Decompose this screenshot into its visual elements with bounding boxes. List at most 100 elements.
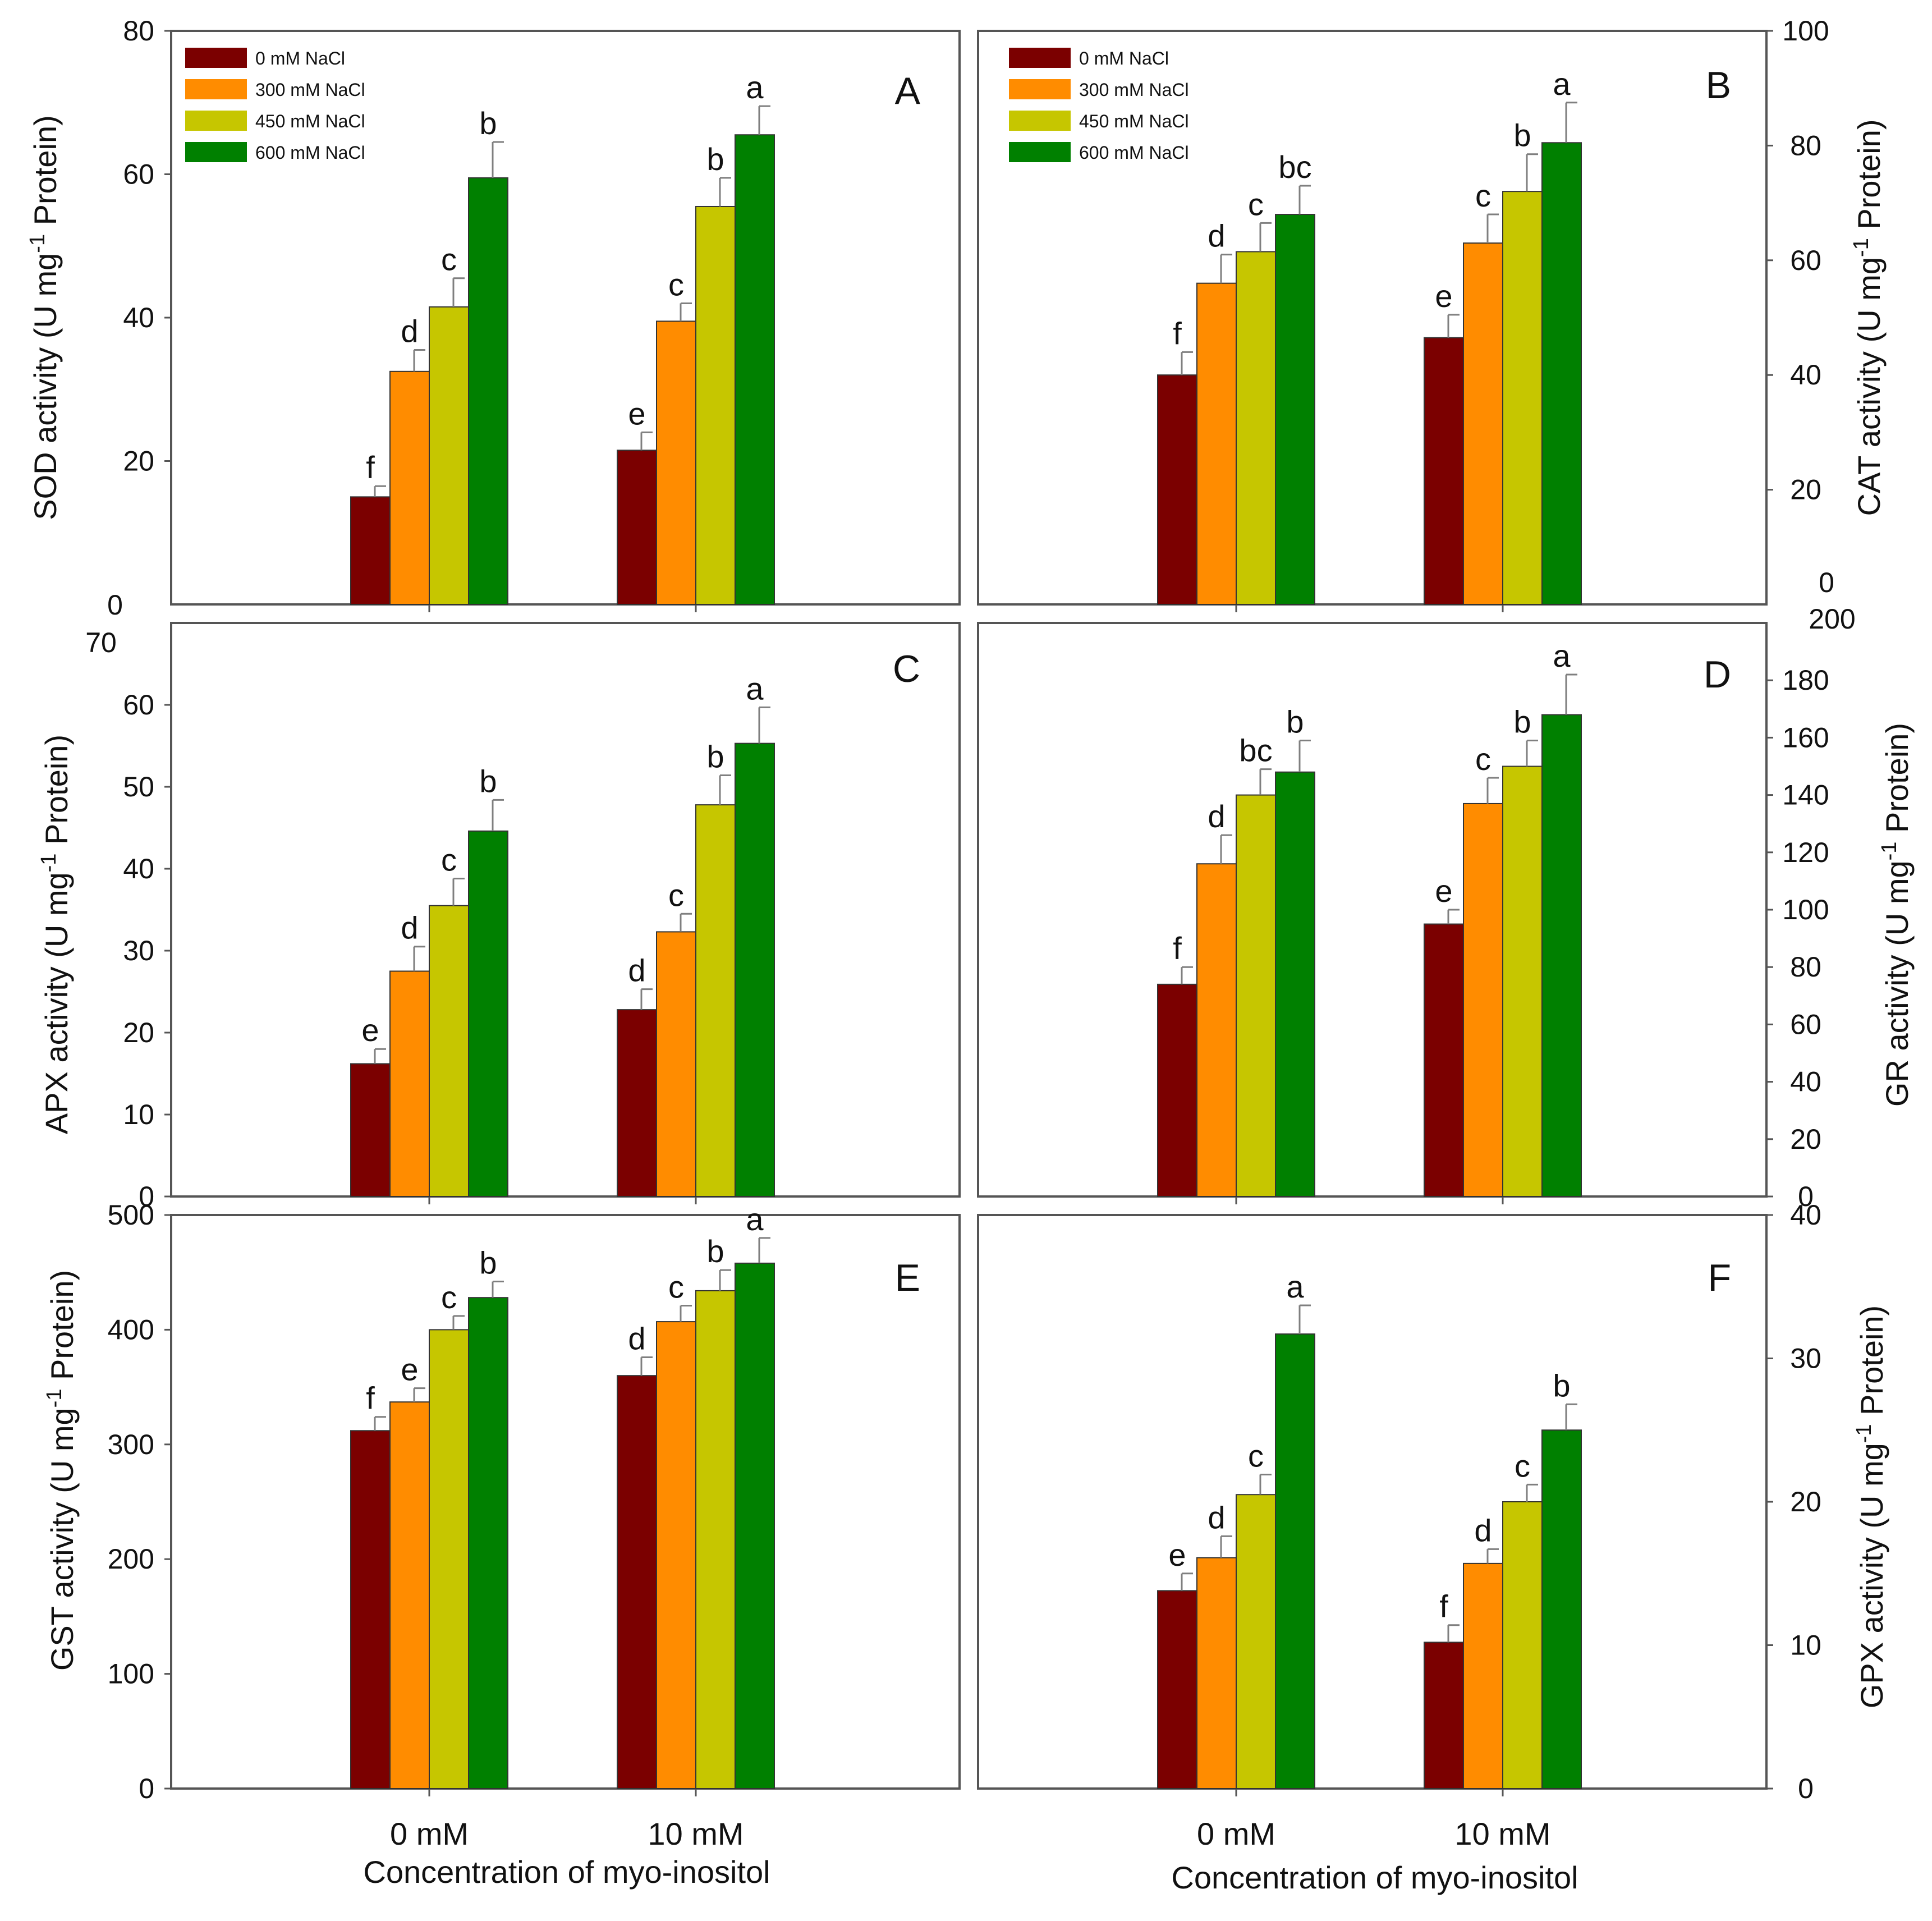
panel-a-ytick-label: 20: [123, 446, 154, 477]
panel-e-ytick-label: 100: [108, 1658, 154, 1690]
panel-a-bar: [617, 450, 657, 606]
panel-f-ytick-label: 30: [1790, 1343, 1821, 1374]
panel-a: A SOD activity (U mg-1 Protein) 0 mM NaC…: [26, 30, 961, 606]
panel-c-significance-letter: a: [746, 671, 764, 706]
panel-c: C APX activity (U mg-1 Protein): [37, 622, 961, 1198]
panel-a-significance-letter: b: [479, 106, 497, 141]
panel-d-ytick-label: 120: [1782, 837, 1829, 868]
panel-a-bar: [389, 370, 430, 605]
panel-d-ytick-label: 40: [1790, 1066, 1821, 1098]
panel-f-significance-letter: b: [1553, 1368, 1570, 1403]
panel-d-bar: [1157, 983, 1197, 1197]
panel-e-bar: [389, 1401, 430, 1790]
panel-c-significance-letter: b: [479, 763, 497, 799]
panel-c-significance-letter: c: [441, 842, 457, 878]
legend-label-300-mm: 300 mM NaCl: [255, 80, 365, 100]
legend-swatch-0-mm: [185, 48, 247, 68]
panel-d-significance-letter: e: [1435, 873, 1452, 909]
legend-swatch-600-mm: [1009, 142, 1071, 162]
panel-b-bar: [1275, 214, 1315, 606]
panel-b-bar: [1157, 374, 1197, 605]
panel-a-significance-letter: d: [401, 313, 418, 349]
panel-f-bar: [1541, 1429, 1582, 1789]
stray-tick-label: 0: [107, 589, 123, 621]
panel-b-legend: 0 mM NaCl 300 mM NaCl 450 mM NaCl 600 mM…: [1009, 48, 1189, 163]
panel-c-frame: [170, 622, 961, 1198]
legend-label-600-mm: 600 mM NaCl: [1079, 143, 1189, 163]
panel-a-bar: [429, 306, 469, 605]
panel-f-ytick-label: 20: [1790, 1486, 1821, 1517]
panel-e-significance-letter: d: [628, 1321, 645, 1356]
panel-e-significance-letter: f: [366, 1381, 375, 1416]
panel-f-significance-letter: c: [1248, 1438, 1264, 1473]
panel-b-bar: [1236, 251, 1276, 606]
panel-b-bar: [1463, 242, 1503, 605]
panel-d-ylabel: GR activity (U mg-1 Protein): [1878, 723, 1915, 1107]
panel-e: E GST activity (U mg-1 Protein) Concentr…: [43, 1214, 961, 1890]
panel-f-frame: [977, 1214, 1768, 1790]
panel-e-ytick-label: 200: [108, 1543, 154, 1575]
legend-label-600-mm: 600 mM NaCl: [255, 143, 365, 163]
panel-a-ytick-label: 40: [123, 302, 154, 333]
panel-b-ytick-label: 80: [1790, 130, 1821, 161]
stray-tick-label: 70: [85, 627, 117, 658]
panel-f-group-label: 10 mM: [1454, 1816, 1550, 1851]
panel-c-significance-letter: b: [706, 739, 724, 774]
panel-e-frame: [170, 1214, 961, 1790]
panel-e-significance-letter: c: [668, 1269, 684, 1304]
panel-d-ytick-label: 60: [1790, 1008, 1821, 1040]
panel-c-bar: [389, 970, 430, 1197]
panel-f-ytick-label: 10: [1790, 1630, 1821, 1661]
panel-f-ytick-label: 0: [1798, 1773, 1814, 1804]
panel-f-significance-letter: c: [1515, 1448, 1530, 1483]
panel-d-ytick-label: 160: [1782, 722, 1829, 753]
panel-f-bar: [1236, 1494, 1276, 1790]
panel-d-bar: [1502, 765, 1543, 1197]
panel-e-significance-letter: b: [479, 1245, 497, 1281]
panel-b-significance-letter: d: [1208, 218, 1225, 254]
panel-d-significance-letter: a: [1553, 638, 1571, 673]
panel-c-ytick-label: 10: [123, 1099, 154, 1130]
panel-f-ytick-label: 40: [1790, 1199, 1821, 1231]
panel-d-bar: [1541, 714, 1582, 1197]
panel-a-legend: 0 mM NaCl 300 mM NaCl 450 mM NaCl 600 mM…: [185, 48, 365, 163]
panel-a-ytick-label: 80: [123, 15, 154, 47]
panel-f-significance-letter: a: [1286, 1269, 1304, 1304]
panel-c-bar: [656, 931, 696, 1198]
panel-a-bar: [656, 320, 696, 605]
legend-swatch-300-mm: [185, 79, 247, 99]
panel-b-significance-letter: b: [1513, 118, 1531, 153]
panel-b-significance-letter: f: [1173, 315, 1182, 351]
panel-b-letter: B: [1706, 64, 1731, 107]
panel-f-bar: [1275, 1333, 1315, 1789]
panel-f-significance-letter: d: [1208, 1500, 1225, 1535]
panel-f-bar: [1424, 1642, 1464, 1789]
panel-e-ytick-label: 300: [108, 1429, 154, 1460]
panel-d-ytick-label: 140: [1782, 780, 1829, 811]
panel-e-xlabel: Concentration of myo-inositol: [363, 1854, 770, 1890]
panel-f-group-label: 0 mM: [1197, 1816, 1275, 1851]
panel-e-ytick-label: 500: [108, 1199, 154, 1231]
panel-d-significance-letter: f: [1173, 930, 1182, 966]
panel-f-significance-letter: f: [1439, 1589, 1448, 1624]
panel-d-significance-letter: b: [1286, 704, 1304, 740]
panel-e-significance-letter: a: [746, 1202, 764, 1237]
panel-c-bar: [350, 1063, 391, 1197]
panel-a-significance-letter: f: [366, 450, 375, 485]
panel-b-bar: [1541, 142, 1582, 606]
panel-c-ytick-label: 40: [123, 853, 154, 884]
panel-d-ytick-label: 0: [1798, 1181, 1814, 1212]
panel-b-frame: [977, 30, 1768, 606]
panel-a-bar: [695, 205, 736, 605]
panel-f: F GPX activity (U mg-1 Protein) Concentr…: [977, 1214, 1889, 1895]
panel-e-bar: [617, 1375, 657, 1789]
stray-tick-label: 200: [1809, 603, 1855, 635]
panel-c-bar: [695, 804, 736, 1197]
panel-e-bar: [468, 1297, 508, 1789]
panel-a-significance-letter: c: [441, 242, 457, 277]
panel-e-significance-letter: b: [706, 1234, 724, 1269]
panel-e-bar: [735, 1262, 775, 1789]
panel-d-frame: [977, 622, 1768, 1198]
panel-d-bar: [1275, 771, 1315, 1197]
panel-b-bar: [1196, 282, 1237, 605]
